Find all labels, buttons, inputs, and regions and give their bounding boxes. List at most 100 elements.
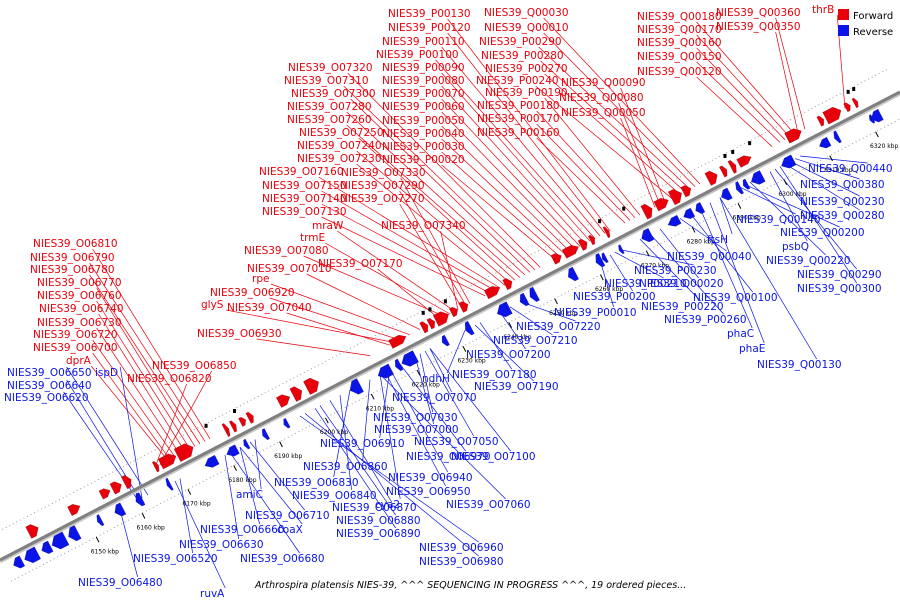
gene-label[interactable]: NIES39_O07240 (297, 140, 382, 152)
gene-label[interactable]: ruvA (200, 588, 225, 600)
gene-label[interactable]: NIES39_P00040 (382, 128, 465, 140)
gene-label[interactable]: NIES39_P00170 (477, 113, 560, 125)
gene-label[interactable]: NIES39_P00190 (485, 87, 568, 99)
gene-label[interactable]: NIES39_O07220 (516, 321, 601, 333)
gene-label[interactable]: NIES39_O06620 (4, 392, 89, 404)
gene-label[interactable]: NIES39_O07160 (259, 166, 344, 178)
gene-label[interactable]: NIES39_P00050 (382, 115, 465, 127)
gene-label[interactable]: NIES39_P00210 (604, 278, 687, 290)
gene-label[interactable]: NIES39_Q00440 (808, 163, 893, 175)
gene-label[interactable]: NIES39_O06910 (320, 438, 405, 450)
gene-label[interactable]: NIES39_Q00130 (757, 359, 842, 371)
gene-label[interactable]: dprA (66, 355, 92, 367)
gene-label[interactable]: NIES39_O06480 (78, 577, 163, 589)
gene-label[interactable]: NIES39_Q00350 (716, 21, 801, 33)
gene-label[interactable]: NIES39_P00100 (376, 49, 459, 61)
gene-label[interactable]: NIES39_O07320 (288, 62, 373, 74)
gene-label[interactable]: rpe (252, 273, 269, 285)
gene-label[interactable]: NIES39_P00270 (485, 63, 568, 75)
gene-label[interactable]: NIES39_O06880 (336, 515, 421, 527)
gene-label[interactable]: NIES39_O07310 (284, 75, 369, 87)
gene-label[interactable]: NIES39_O06700 (33, 342, 118, 354)
gene-label[interactable]: coaX (277, 524, 303, 536)
gene-label[interactable]: NIES39_O06770 (37, 277, 122, 289)
gene-label[interactable]: ispD (95, 367, 118, 379)
gene-label[interactable]: NIES39_Q00300 (797, 283, 882, 295)
gene-label[interactable]: NIES39_Q00170 (637, 24, 722, 36)
gene-label[interactable]: NIES39_O07330 (341, 167, 426, 179)
gene-label[interactable]: NIES39_P00180 (477, 100, 560, 112)
gene-label[interactable]: NIES39_Q00140 (736, 214, 821, 226)
gene-label[interactable]: NIES39_O06930 (197, 328, 282, 340)
gene-label[interactable]: NIES39_P00130 (388, 8, 471, 20)
gene-label[interactable]: NIES39_O06640 (7, 380, 92, 392)
gene-label[interactable]: NIES39_Q00160 (637, 37, 722, 49)
gene-label[interactable]: NIES39_O07070 (392, 392, 477, 404)
gene-label[interactable]: NIES39_O07280 (287, 101, 372, 113)
gene-label[interactable]: NIES39_O06980 (419, 556, 504, 568)
gene-label[interactable]: NIES39_Q00010 (484, 22, 569, 34)
gene-label[interactable]: NIES39_O07260 (287, 114, 372, 126)
gene-label[interactable]: NIES39_O07140 (262, 193, 347, 205)
gene-label[interactable]: NIES39_Q00220 (766, 255, 851, 267)
gene-label[interactable]: NIES39_O06940 (388, 472, 473, 484)
gene-label[interactable]: NIES39_O06850 (152, 360, 237, 372)
gene-label[interactable]: NIES39_P00010 (554, 307, 637, 319)
gene-label[interactable]: NIES39_O07010 (247, 263, 332, 275)
gene-label[interactable]: NIES39_O06810 (33, 238, 118, 250)
gene-label[interactable]: NIES39_O07180 (452, 369, 537, 381)
gene-label[interactable]: NIES39_P00060 (382, 101, 465, 113)
gene-label[interactable]: NIES39_Q00150 (637, 51, 722, 63)
gene-label[interactable]: NIES39_O07190 (474, 381, 559, 393)
gene-label[interactable]: NIES39_O07130 (262, 206, 347, 218)
gene-label[interactable]: NIES39_Q00230 (800, 196, 885, 208)
gene-label[interactable]: NIES39_O07210 (493, 335, 578, 347)
gene-label[interactable]: NIES39_P00090 (382, 62, 465, 74)
gene-label[interactable]: NIES39_O07250 (299, 127, 384, 139)
gene-label[interactable]: NIES39_P00230 (634, 265, 717, 277)
gene-label[interactable]: NIES39_O07040 (227, 302, 312, 314)
gene-label[interactable]: NIES39_O07200 (466, 349, 551, 361)
gene-label[interactable]: NIES39_Q00200 (780, 227, 865, 239)
gene-label[interactable]: NIES39_O06830 (274, 477, 359, 489)
gene-label[interactable]: NIES39_O06720 (33, 329, 118, 341)
gene-label[interactable]: NIES39_O06790 (30, 252, 115, 264)
gene-label[interactable]: NIES39_Q00080 (559, 92, 644, 104)
gene-label[interactable]: NIES39_Q00120 (637, 66, 722, 78)
gene-label[interactable]: NIES39_P00160 (477, 127, 560, 139)
gene-label[interactable]: NIES39_O07060 (446, 499, 531, 511)
gene-label[interactable]: NIES39_O06680 (240, 553, 325, 565)
gene-label[interactable]: NIES39_O07300 (291, 88, 376, 100)
gene-label[interactable]: NIES39_P00280 (481, 50, 564, 62)
gene-label[interactable]: NIES39_O06960 (419, 542, 504, 554)
gene-label[interactable]: NIES39_O06870 (332, 502, 417, 514)
gene-label[interactable]: NIES39_P00020 (382, 154, 465, 166)
gene-label[interactable]: NIES39_O07270 (340, 193, 425, 205)
gene-label[interactable]: NIES39_O06820 (127, 373, 212, 385)
gene-label[interactable]: NIES39_P00260 (664, 314, 747, 326)
gene-label[interactable]: NIES39_O06730 (37, 317, 122, 329)
gene-label[interactable]: NIES39_Q00180 (637, 11, 722, 23)
gene-label[interactable]: NIES39_Q00050 (561, 107, 646, 119)
gene-label[interactable]: NIES39_O07000 (374, 424, 459, 436)
gene-label[interactable]: psbQ (782, 241, 809, 253)
gene-label[interactable]: NIES39_O06780 (30, 264, 115, 276)
gene-label[interactable]: thrB (812, 4, 834, 16)
gene-label[interactable]: NIES39_Q00020 (639, 278, 724, 290)
gene-label[interactable]: NIES39_P00220 (641, 301, 724, 313)
gene-label[interactable]: NIES39_P00070 (382, 88, 465, 100)
gene-label[interactable]: NIES39_O06860 (303, 461, 388, 473)
gene-label[interactable]: NIES39_Q00040 (667, 251, 752, 263)
gene-label[interactable]: NIES39_O06520 (133, 553, 218, 565)
gene-label[interactable]: trmE (300, 232, 325, 244)
gene-label[interactable]: mraW (312, 220, 344, 232)
gene-label[interactable]: NIES39_O07230 (297, 153, 382, 165)
gene-label[interactable]: NIES39_O07080 (244, 245, 329, 257)
gene-label[interactable]: NIES39_P00030 (382, 141, 465, 153)
gene-label[interactable]: NIES39_P00080 (382, 75, 465, 87)
gene-label[interactable]: NIES39_O07030 (373, 412, 458, 424)
gene-label[interactable]: NIES39_O06840 (292, 490, 377, 502)
gene-label[interactable]: NIES39_O07050 (414, 436, 499, 448)
gene-label[interactable]: NIES39_P00120 (388, 22, 471, 34)
gene-label[interactable]: NIES39_O06740 (39, 303, 124, 315)
